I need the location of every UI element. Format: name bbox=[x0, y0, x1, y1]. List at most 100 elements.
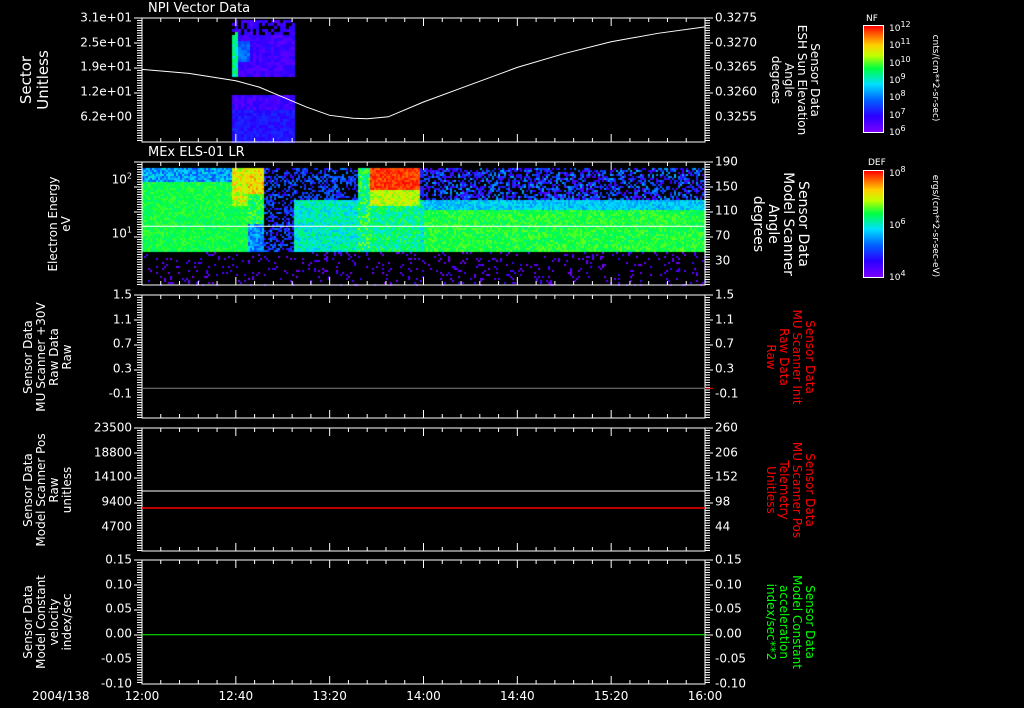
y-tick-label-right: 1.1 bbox=[715, 312, 735, 327]
y-tick-label-left: 4700 bbox=[101, 519, 132, 534]
y-tick-label-left: 3.1e+01 bbox=[80, 10, 132, 25]
colorbar-def-tick: 108 bbox=[889, 165, 906, 179]
y-tick-label-left: -0.1 bbox=[108, 386, 132, 401]
axis-label-line: index/sec**2 bbox=[764, 583, 778, 661]
axis-label-line: Raw bbox=[764, 343, 778, 370]
panel-frame bbox=[141, 294, 706, 419]
axis-label-line: Unitless bbox=[764, 465, 778, 514]
right-axis-label: Sensor Data Model Constant acceleration ind… bbox=[764, 575, 817, 669]
y-tick-label-right: 98 bbox=[715, 494, 731, 509]
y-tick-label-right: -0.10 bbox=[715, 676, 747, 690]
colorbar-def-units: ergs/(cm**2-sr-sec-eV) bbox=[930, 174, 940, 278]
panel-frame bbox=[141, 161, 706, 286]
left-axis-label: Sector Unitless bbox=[17, 50, 52, 110]
colorbar-def-title: DEF bbox=[868, 158, 886, 168]
axis-label-line: Raw Data bbox=[777, 327, 791, 386]
y-tick-label-right: 0.15 bbox=[715, 552, 742, 567]
panel-title: NPI Vector Data bbox=[148, 1, 251, 16]
axis-label-line: Model Scanner bbox=[780, 171, 796, 276]
axis-label-line: Telemetry bbox=[777, 459, 791, 520]
y-tick-label-right: 0.3265 bbox=[715, 59, 757, 74]
y-tick-label-left: 9400 bbox=[101, 494, 132, 509]
y-tick-label-left: 18800 bbox=[93, 445, 132, 460]
axis-label-line: Sensor Data bbox=[808, 43, 822, 117]
axis-label-line: Unitless bbox=[34, 50, 52, 110]
axis-label-line: Sensor Data bbox=[803, 319, 817, 394]
colorbar-nf-tick: 1012 bbox=[889, 20, 911, 34]
y-tick-label-right: -0.05 bbox=[715, 651, 747, 666]
y-tick-label-right: 44 bbox=[715, 519, 731, 534]
panel-title: MEx ELS-01 LR bbox=[148, 145, 245, 160]
right-axis-label: Sensor Data MU Scanner Init Raw Data Raw bbox=[764, 309, 817, 404]
left-axis-label: Electron Energy eV bbox=[46, 176, 73, 271]
right-axis-label: Sensor Data MU Scanner Pos Telemetry Unitle… bbox=[764, 441, 817, 538]
axis-label-line: index/sec bbox=[60, 593, 74, 651]
y-tick-label-left: -0.05 bbox=[100, 651, 132, 666]
y-tick-label-left: 0.00 bbox=[105, 626, 132, 641]
y-tick-label-right: 0.05 bbox=[715, 601, 742, 616]
x-tick-label: 16:00 bbox=[687, 689, 723, 703]
right-axis-label: Sensor Data Model Scanner Angle degrees bbox=[750, 171, 811, 276]
colorbar-nf-tick: 1011 bbox=[889, 37, 911, 52]
y-tick-label-right: 70 bbox=[715, 228, 731, 243]
y-tick-label-left: 6.2e+00 bbox=[80, 109, 132, 124]
y-tick-label-left: -0.10 bbox=[100, 676, 132, 690]
y-tick-label-right: 0.00 bbox=[715, 626, 742, 641]
y-tick-label-right: 0.10 bbox=[715, 577, 742, 592]
axis-label-line: Angle bbox=[782, 62, 796, 98]
colorbar-nf-tick: 109 bbox=[889, 71, 906, 86]
y-tick-label-left: 0.10 bbox=[105, 577, 132, 592]
y-tick-label-right: 150 bbox=[715, 179, 738, 194]
y-tick-label-left: 0.05 bbox=[105, 601, 132, 616]
axis-label-line: degrees bbox=[769, 55, 783, 105]
panel-frame bbox=[141, 559, 706, 685]
colorbar-def-tick: 104 bbox=[889, 269, 906, 283]
y-tick-label-right: 0.7 bbox=[715, 336, 735, 351]
y-tick-label-right: 190 bbox=[715, 154, 738, 169]
y-tick-label-left: 102 bbox=[111, 171, 132, 187]
y-tick-label-right: 0.3255 bbox=[715, 109, 757, 124]
y-tick-label-left: 1.5 bbox=[112, 287, 132, 302]
axis-label-line: Angle bbox=[765, 203, 781, 244]
colorbar-nf-tick: 108 bbox=[889, 89, 906, 104]
axis-label-line: Sensor Data bbox=[803, 452, 817, 527]
axis-label-line: Sensor Data bbox=[803, 585, 817, 659]
y-tick-label-right: 152 bbox=[715, 469, 738, 484]
x-tick-label: 14:40 bbox=[500, 689, 535, 703]
axis-label-line: eV bbox=[59, 215, 73, 232]
axis-label-line: Sensor Data bbox=[795, 180, 811, 267]
colorbar-nf-tick: 1010 bbox=[889, 54, 911, 69]
panel-frame bbox=[141, 427, 706, 552]
y-tick-label-left: 1.9e+01 bbox=[80, 59, 132, 74]
y-tick-label-left: 23500 bbox=[93, 420, 132, 435]
y-tick-label-left: 101 bbox=[111, 225, 132, 241]
left-axis-label: Sensor Data MU Scanner +30V Raw Data Raw bbox=[21, 302, 74, 411]
date-label: 2004/138 bbox=[32, 689, 90, 703]
colorbar-nf-tick: 107 bbox=[889, 106, 906, 121]
axis-label-line: acceleration bbox=[777, 585, 791, 659]
x-tick-label: 14:00 bbox=[406, 689, 441, 703]
x-tick-label: 12:00 bbox=[124, 689, 160, 703]
colorbar-def bbox=[863, 170, 884, 278]
axis-label-line: Raw bbox=[60, 343, 74, 370]
y-tick-label-left: 14100 bbox=[93, 469, 132, 484]
axis-label-line: MU Scanner Pos bbox=[790, 441, 804, 538]
left-axis-label: Sensor Data Model Constant velocity index/s… bbox=[21, 575, 74, 669]
y-tick-label-right: 0.3260 bbox=[715, 84, 757, 99]
colorbar-nf-tick: 106 bbox=[889, 123, 906, 138]
colorbar-nf bbox=[863, 25, 884, 133]
x-tick-label: 13:20 bbox=[312, 689, 347, 703]
y-tick-label-left: 1.2e+01 bbox=[80, 84, 132, 99]
y-tick-label-left: 0.3 bbox=[112, 361, 132, 376]
colorbar-nf-title: NF bbox=[866, 14, 878, 24]
y-tick-label-right: 0.3 bbox=[715, 361, 735, 376]
axis-label-line: Model Constant bbox=[790, 575, 804, 669]
y-tick-label-right: 0.3275 bbox=[715, 10, 757, 25]
axis-label-line: degrees bbox=[750, 195, 766, 252]
x-tick-label: 15:20 bbox=[593, 689, 629, 703]
y-tick-label-right: 206 bbox=[715, 445, 738, 460]
x-tick-label: 12:40 bbox=[218, 689, 254, 703]
